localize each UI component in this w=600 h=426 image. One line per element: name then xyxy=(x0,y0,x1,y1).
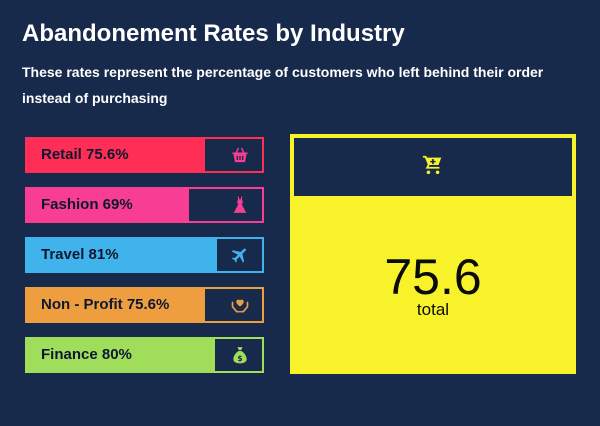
bar-fashion: Fashion 69% xyxy=(25,187,264,223)
bar-fill-travel xyxy=(27,239,218,271)
total-summary-panel: 75.6 total xyxy=(290,134,576,374)
bar-fill-non-profit xyxy=(27,289,205,321)
shopping-basket-icon xyxy=(218,139,262,171)
total-value: 75.6 xyxy=(384,249,482,305)
total-label: total xyxy=(416,300,450,319)
chart-title: Abandonement Rates by Industry xyxy=(22,20,405,47)
bar-finance: Finance 80% $ xyxy=(25,337,264,373)
bar-label-fashion: Fashion 69% xyxy=(41,196,133,213)
chart-subtitle: These rates represent the percentage of … xyxy=(22,64,544,106)
bar-non-profit: Non - Profit 75.6% xyxy=(25,287,264,323)
bar-fill-fashion xyxy=(27,189,190,221)
summary-header xyxy=(294,138,572,196)
airplane-icon xyxy=(218,239,262,271)
dress-icon xyxy=(218,189,262,221)
hand-heart-icon xyxy=(218,289,262,321)
bar-fill-retail xyxy=(27,139,205,171)
bar-fill-finance xyxy=(27,339,215,371)
bar-travel: Travel 81% xyxy=(25,237,264,273)
bar-label-retail: Retail 75.6% xyxy=(41,146,129,163)
money-bag-icon: $ xyxy=(218,339,262,371)
bar-label-non-profit: Non - Profit 75.6% xyxy=(41,296,170,313)
bar-label-finance: Finance 80% xyxy=(41,346,132,363)
bar-label-travel: Travel 81% xyxy=(41,246,119,263)
svg-text:$: $ xyxy=(237,354,242,363)
shopping-cart-icon xyxy=(422,154,444,181)
bar-retail: Retail 75.6% xyxy=(25,137,264,173)
